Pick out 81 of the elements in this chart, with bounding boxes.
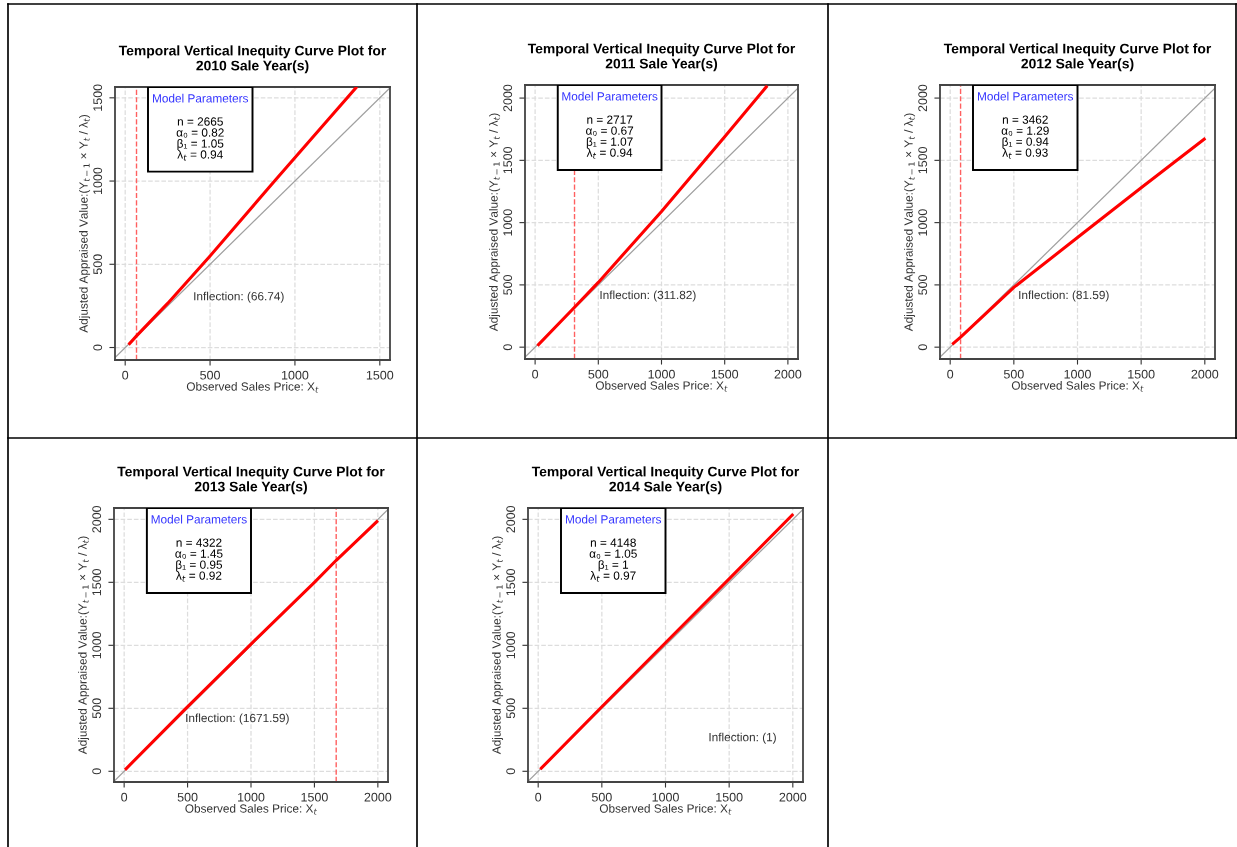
y-tick-label: 500 (503, 274, 513, 295)
x-axis-title: Observed Sales Price: X$_{t}$ (186, 382, 319, 393)
y-axis-title: Adjusted Appraised Value:(Y$_{t−1}$ × Y$_{t}$ / λ$_{t}$) (904, 113, 916, 332)
annotation: Model Parameters (562, 91, 658, 101)
x-tick-label: 500 (591, 792, 612, 802)
y-tick-label: 0 (93, 344, 103, 351)
annotation: Inflection: (1) (709, 732, 776, 744)
x-tick-label: 2000 (774, 369, 802, 379)
x-tick-label: 1000 (281, 370, 309, 380)
y-tick-label: 0 (918, 344, 928, 351)
annotation: Model Parameters (153, 93, 249, 103)
y-axis-title: Adjusted Appraised Value:(Y$_{t−1}$ × Y$_{t}$ / λ$_{t}$) (489, 113, 501, 332)
y-axis-title: Adjusted Appraised Value:(Y$_{t−1}$ × Y$_{t}$ / λ$_{t}$) (79, 115, 91, 333)
chart-title: Temporal Vertical Inequity Curve Plot for 2011 Sale Year(s) (527, 43, 796, 72)
x-tick-label: 2000 (364, 792, 392, 802)
x-axis-title: Observed Sales Price: X$_{t}$ (1011, 381, 1144, 392)
y-tick-label: 2000 (92, 505, 102, 533)
annotation: Inflection: (311.82) (600, 290, 696, 302)
y-tick-label: 1500 (506, 568, 516, 596)
x-tick-label: 2000 (779, 792, 807, 802)
x-tick-label: 0 (121, 792, 128, 802)
x-tick-label: 1000 (648, 369, 675, 379)
y-tick-label: 500 (92, 698, 102, 719)
x-tick-label: 500 (200, 370, 220, 380)
y-tick-label: 1500 (503, 146, 513, 174)
y-tick-label: 1500 (918, 146, 928, 174)
annotation: n = 2665 α₀ = 0.82 β₁ = 1.05 λ$_{t}$ = 0.94 (176, 117, 224, 161)
x-tick-label: 500 (177, 792, 198, 802)
y-tick-label: 0 (92, 768, 102, 775)
x-axis-title: Observed Sales Price: X$_{t}$ (595, 381, 728, 392)
x-tick-label: 1500 (366, 370, 394, 380)
x-tick-label: 0 (122, 370, 129, 380)
chart-title: Temporal Vertical Inequity Curve Plot for 2013 Sale Year(s) (117, 466, 385, 495)
x-tick-label: 2000 (1191, 369, 1219, 379)
y-tick-label: 2000 (506, 505, 516, 533)
annotation: n = 4148 α₀ = 1.05 β₁ = 1 λ$_{t}$ = 0.97 (589, 538, 637, 582)
x-tick-label: 1500 (716, 792, 743, 802)
chart-title: Temporal Vertical Inequity Curve Plot for 2014 Sale Year(s) (531, 466, 800, 495)
line-series (951, 137, 1206, 345)
x-axis-title: Observed Sales Price: X$_{t}$ (185, 804, 318, 815)
annotation: Inflection: (81.59) (1019, 290, 1109, 302)
y-tick-label: 1000 (92, 631, 102, 659)
annotation: n = 2717 α₀ = 0.67 β₁ = 1.07 λ$_{t}$ = 0.94 (586, 115, 634, 159)
annotation: Model Parameters (151, 514, 247, 524)
x-tick-label: 500 (1003, 369, 1024, 379)
y-tick-label: 1000 (93, 167, 103, 194)
annotation: n = 3462 α₀ = 1.29 β₁ = 0.94 λ$_{t}$ = 0.93 (1001, 115, 1049, 159)
x-tick-label: 1000 (238, 792, 265, 802)
y-tick-label: 1000 (918, 209, 928, 236)
x-tick-label: 1000 (652, 792, 679, 802)
y-tick-label: 500 (506, 698, 516, 719)
x-tick-label: 0 (947, 369, 954, 379)
annotation: Inflection: (1671.59) (186, 713, 289, 725)
y-tick-label: 2000 (918, 84, 928, 112)
chart-title: Temporal Vertical Inequity Curve Plot for 2012 Sale Year(s) (943, 43, 1212, 72)
y-axis-title: Adjusted Appraised Value:(Y$_{t−1}$ × Y$_{t}$ / λ$_{t}$) (78, 536, 90, 755)
y-tick-label: 0 (503, 344, 513, 351)
y-tick-label: 2000 (503, 84, 513, 112)
annotation: Model Parameters (978, 91, 1074, 101)
chart-title: Temporal Vertical Inequity Curve Plot for 2010 Sale Year(s) (118, 45, 387, 74)
y-tick-label: 1000 (503, 209, 513, 236)
y-tick-label: 1000 (506, 631, 516, 659)
annotation: Model Parameters (566, 514, 662, 524)
x-tick-label: 1500 (1128, 369, 1155, 379)
y-axis-title: Adjusted Appraised Value:(Y$_{t−1}$ × Y$_{t}$ / λ$_{t}$) (492, 536, 504, 755)
line-series (128, 87, 358, 346)
annotation: Inflection: (66.74) (194, 291, 284, 303)
y-tick-label: 0 (506, 768, 516, 775)
y-tick-label: 1500 (92, 568, 102, 596)
y-tick-label: 500 (93, 254, 103, 275)
x-tick-label: 1500 (711, 369, 739, 379)
x-tick-label: 0 (532, 369, 539, 379)
y-tick-label: 1500 (93, 84, 103, 111)
x-tick-label: 1500 (301, 792, 328, 802)
x-axis-title: Observed Sales Price: X$_{t}$ (599, 804, 732, 815)
annotation: n = 4322 α₀ = 1.45 β₁ = 0.95 λ$_{t}$ = 0.92 (175, 538, 223, 582)
x-tick-label: 0 (535, 792, 542, 802)
x-tick-label: 1000 (1064, 369, 1091, 379)
x-tick-label: 500 (588, 369, 609, 379)
line-series (536, 85, 768, 347)
y-tick-label: 500 (918, 274, 928, 295)
